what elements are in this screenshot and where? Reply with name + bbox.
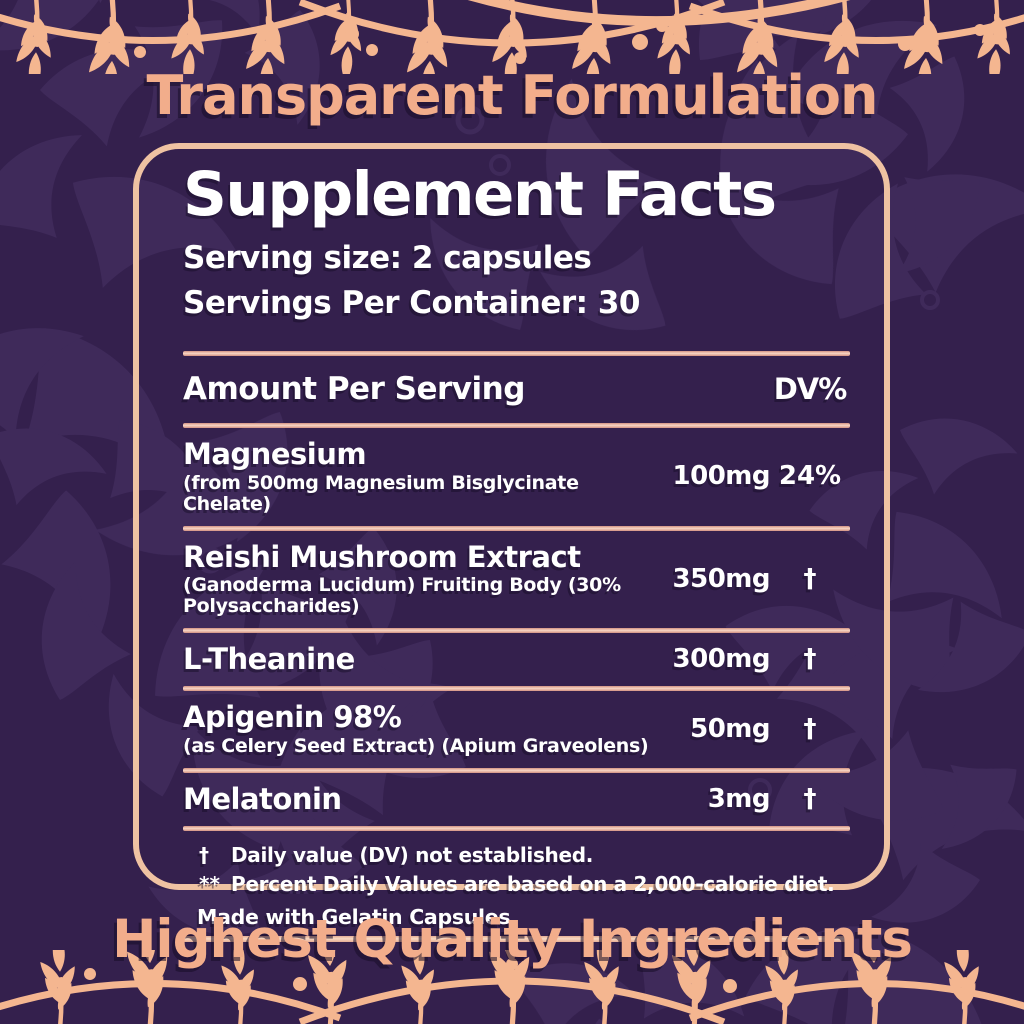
floral-garland-top-icon (0, 0, 1024, 74)
table-row: Reishi Mushroom Extract (Ganoderma Lucid… (183, 531, 850, 633)
footnote-symbol: ** (199, 872, 220, 897)
divider (183, 826, 850, 832)
ingredient-amount: 350mg (672, 563, 771, 594)
footnote-text: Daily value (DV) not established. (231, 843, 594, 868)
table-row: Melatonin 3mg † (183, 773, 850, 832)
divider (183, 423, 850, 429)
footnote-text: Percent Daily Values are based on a 2,00… (231, 872, 835, 897)
ingredient-name: Reishi Mushroom Extract (183, 539, 581, 574)
panel-title: Supplement Facts (183, 159, 777, 230)
table-header-row: Amount Per Serving DV% (183, 356, 850, 423)
footnote-symbol: † (199, 843, 209, 868)
column-header-amount: Amount Per Serving (183, 371, 525, 408)
footnote: ** Percent Daily Values are based on a 2… (199, 870, 850, 898)
divider (183, 627, 850, 633)
divider (183, 767, 850, 773)
ingredient-amount: 50mg (690, 713, 770, 744)
servings-per-container: Servings Per Container: 30 (183, 284, 641, 321)
table-row: L-Theanine 300mg † (183, 633, 850, 692)
ingredient-dv: † (803, 713, 817, 744)
ingredient-detail: (as Celery Seed Extract) (Apium Graveole… (183, 734, 649, 757)
divider (183, 351, 850, 357)
divider-final (183, 936, 850, 943)
serving-size: Serving size: 2 capsules (183, 240, 592, 277)
ingredient-dv: † (803, 563, 817, 594)
ingredient-name: Apigenin 98% (183, 700, 402, 735)
table-row: Apigenin 98% (as Celery Seed Extract) (A… (183, 691, 850, 773)
footer-title: Highest Quality Ingredients (112, 909, 913, 970)
ingredient-dv: † (803, 644, 817, 675)
ingredient-name: Melatonin (183, 781, 342, 816)
footnote: † Daily value (DV) not established. (199, 841, 850, 869)
supplement-facts-panel: Supplement Facts Serving size: 2 capsule… (133, 143, 890, 943)
capsule-note: Made with Gelatin Capsules (197, 905, 511, 930)
divider (183, 686, 850, 692)
column-header-dv: DV% (773, 372, 848, 407)
ingredient-name: Magnesium (183, 437, 367, 472)
ingredient-dv: † (803, 783, 817, 814)
ingredient-detail: (Ganoderma Lucidum) Fruiting Body (30% P… (183, 574, 621, 617)
footnotes: † Daily value (DV) not established. ** P… (183, 841, 850, 898)
ingredient-name: L-Theanine (183, 641, 355, 676)
floral-garland-bottom-icon (0, 950, 1024, 1024)
ingredient-detail: (from 500mg Magnesium Bisglycinate Chela… (183, 471, 579, 515)
page-title: Transparent Formulation (146, 64, 879, 127)
table-row: Magnesium (from 500mg Magnesium Bisglyci… (183, 428, 850, 531)
ingredient-dv: 24% (778, 461, 842, 492)
ingredient-amount: 300mg (672, 644, 771, 675)
ingredient-amount: 3mg (707, 783, 771, 814)
divider (183, 525, 850, 531)
ingredient-amount: 100mg (672, 461, 771, 492)
supplement-rows: Magnesium (from 500mg Magnesium Bisglyci… (183, 428, 850, 832)
